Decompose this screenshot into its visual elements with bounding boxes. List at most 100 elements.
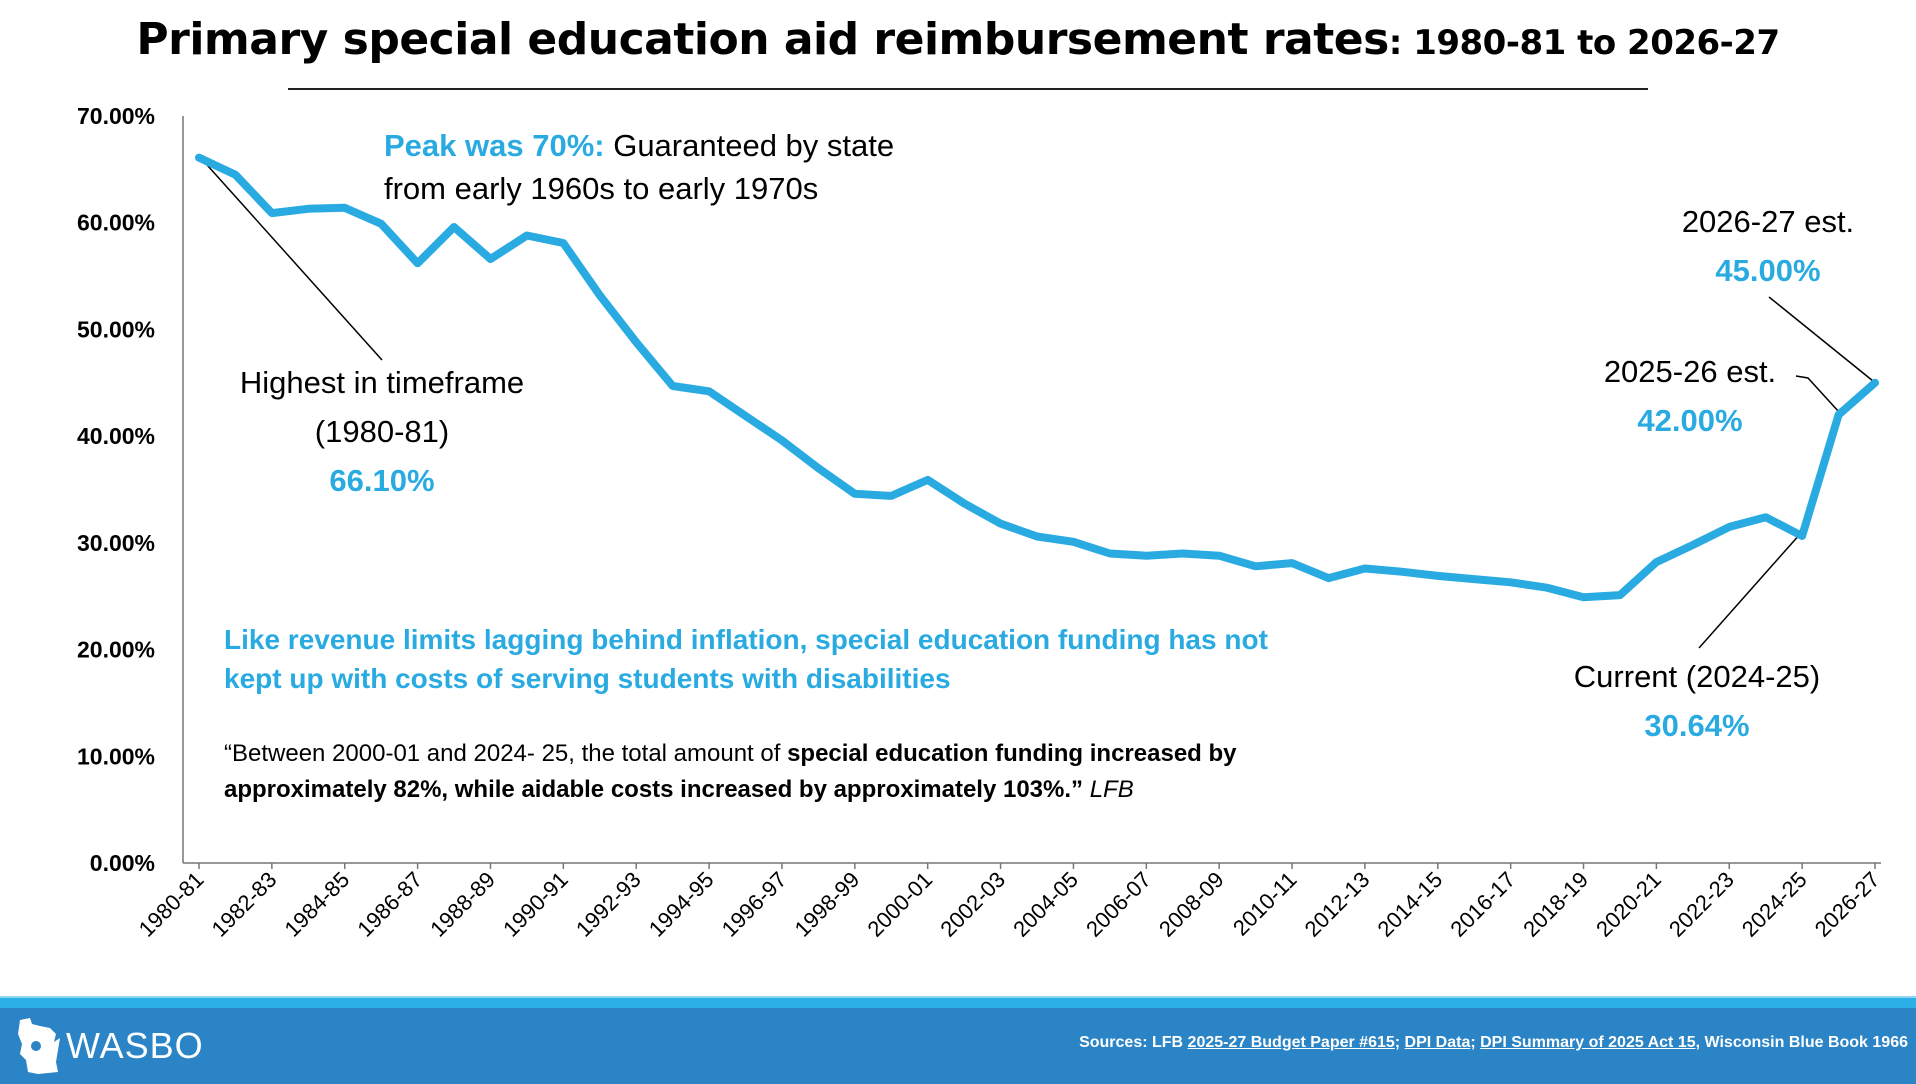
x-tick-label: 2026-27	[1810, 867, 1885, 942]
x-tick-label: 2018-19	[1518, 867, 1593, 942]
data-point	[1000, 523, 1002, 525]
data-point	[1801, 535, 1803, 537]
x-tick-label: 1980-81	[134, 867, 209, 942]
title-underline	[288, 88, 1648, 90]
peak-text-1: Guaranteed by state	[604, 128, 895, 163]
x-tick-label: 1982-83	[207, 867, 282, 942]
x-tick-label: 2020-21	[1591, 867, 1666, 942]
data-point	[927, 479, 929, 481]
series	[195, 153, 1879, 602]
est-2026-27-value: 45.00%	[1715, 253, 1821, 288]
data-point	[1619, 594, 1621, 596]
sources-sep: ;	[1394, 1034, 1405, 1051]
leader-lines	[198, 155, 1874, 649]
lfb-quote: “Between 2000-01 and 2024- 25, the total…	[224, 736, 1264, 808]
x-tick-label: 2012-13	[1300, 867, 1375, 942]
x-tick-label: 1986-87	[352, 867, 427, 942]
logo-text: WASBO	[66, 1025, 204, 1066]
wisconsin-map-icon	[18, 1018, 60, 1074]
data-point	[1728, 526, 1730, 528]
data-point	[1655, 561, 1657, 563]
data-point	[1145, 555, 1147, 557]
y-tick-label: 40.00%	[77, 423, 155, 449]
title-main: Primary special education aid reimbursem…	[136, 14, 1389, 65]
title-range: : 1980-81 to 2026-27	[1388, 23, 1780, 63]
x-tick-label: 2008-09	[1154, 867, 1229, 942]
footer-stripe	[0, 996, 1916, 1008]
data-point	[708, 390, 710, 392]
data-point	[344, 207, 346, 209]
data-point	[1692, 544, 1694, 546]
current-value: 30.64%	[1644, 708, 1750, 743]
y-tick-label: 20.00%	[77, 637, 155, 663]
highest-value: 66.10%	[329, 463, 435, 498]
data-point	[817, 467, 819, 469]
peak-text-2: from early 1960s to early 1970s	[384, 171, 819, 206]
data-point	[489, 258, 491, 260]
x-tick-label: 2024-25	[1737, 867, 1812, 942]
data-point	[1072, 541, 1074, 543]
data-point	[1838, 414, 1840, 416]
highest-label: Highest in timeframe	[239, 365, 525, 400]
data-point	[635, 341, 637, 343]
quote-bold: special education funding increased by a…	[224, 740, 1237, 803]
y-tick-label: 60.00%	[77, 210, 155, 236]
data-point	[417, 262, 419, 264]
highest-year: (1980-81)	[314, 414, 450, 449]
y-tick-label: 10.00%	[77, 743, 155, 769]
data-point	[1546, 587, 1548, 589]
x-tick-label: 2002-03	[935, 867, 1010, 942]
x-tick-label: 1988-89	[425, 867, 500, 942]
est-2025-26-label: 2025-26 est.	[1603, 354, 1777, 389]
data-point	[1109, 553, 1111, 555]
data-point	[1437, 575, 1439, 577]
chart-title: Primary special education aid reimbursem…	[0, 14, 1916, 65]
data-point	[1473, 578, 1475, 580]
x-tick-label: 2014-15	[1373, 867, 1448, 942]
leader-line-2025-26	[1795, 375, 1840, 413]
x-tick-label: 2004-05	[1008, 867, 1083, 942]
data-point	[745, 415, 747, 417]
data-point	[1874, 382, 1876, 384]
data-point	[1218, 555, 1220, 557]
data-point	[599, 294, 601, 296]
x-tick-label: 1984-85	[279, 867, 354, 942]
key-message: Like revenue limits lagging behind infla…	[224, 624, 1268, 694]
y-tick-label: 50.00%	[77, 316, 155, 342]
x-tick-label: 1992-93	[571, 867, 646, 942]
data-point	[1182, 553, 1184, 555]
data-point	[781, 439, 783, 441]
peak-annotation: Peak was 70%: Guaranteed by state from e…	[384, 130, 894, 204]
wasbo-logo: WASBO	[16, 1016, 204, 1076]
x-tick-label: 2016-17	[1445, 867, 1520, 942]
data-point	[198, 157, 200, 159]
x-tick-label: 2010-11	[1228, 867, 1302, 941]
data-point	[1036, 535, 1038, 537]
x-tick-label: 1990-91	[498, 867, 573, 942]
sources-prefix: Sources: LFB	[1079, 1034, 1188, 1051]
data-point	[453, 226, 455, 228]
sources: Sources: LFB 2025-27 Budget Paper #615; …	[1079, 1034, 1908, 1052]
data-point	[1291, 562, 1293, 564]
data-point	[307, 208, 309, 210]
data-point	[1765, 516, 1767, 518]
y-tick-label: 0.00%	[90, 850, 155, 876]
source-blue-book: Wisconsin Blue Book 1966	[1700, 1034, 1908, 1051]
source-link-dpi-summary[interactable]: DPI Summary of 2025 Act 15,	[1480, 1034, 1701, 1051]
leader-line-highest	[198, 155, 383, 361]
data-point	[1510, 581, 1512, 583]
est-2025-26-value: 42.00%	[1637, 403, 1743, 438]
source-link-budget-paper[interactable]: 2025-27 Budget Paper #615	[1187, 1034, 1395, 1051]
x-tick-label: 1994-95	[644, 867, 719, 942]
data-point	[890, 495, 892, 497]
y-tick-label: 70.00%	[77, 103, 155, 129]
data-point	[854, 493, 856, 495]
quote-start: “Between 2000-01 and 2024- 25, the total…	[224, 740, 788, 767]
peak-highlight: Peak was 70%:	[384, 128, 605, 163]
x-tick-label: 1996-97	[717, 867, 792, 942]
axes: 0.00% 10.00% 20.00% 30.00% 40.00% 50.00% 60.00…	[77, 103, 1885, 942]
source-link-dpi-data[interactable]: DPI Data	[1404, 1034, 1471, 1051]
leader-line-2026-27	[1768, 296, 1874, 382]
line-chart: 0.00% 10.00% 20.00% 30.00% 40.00% 50.00% 60.00…	[77, 103, 1885, 942]
data-point	[1364, 567, 1366, 569]
